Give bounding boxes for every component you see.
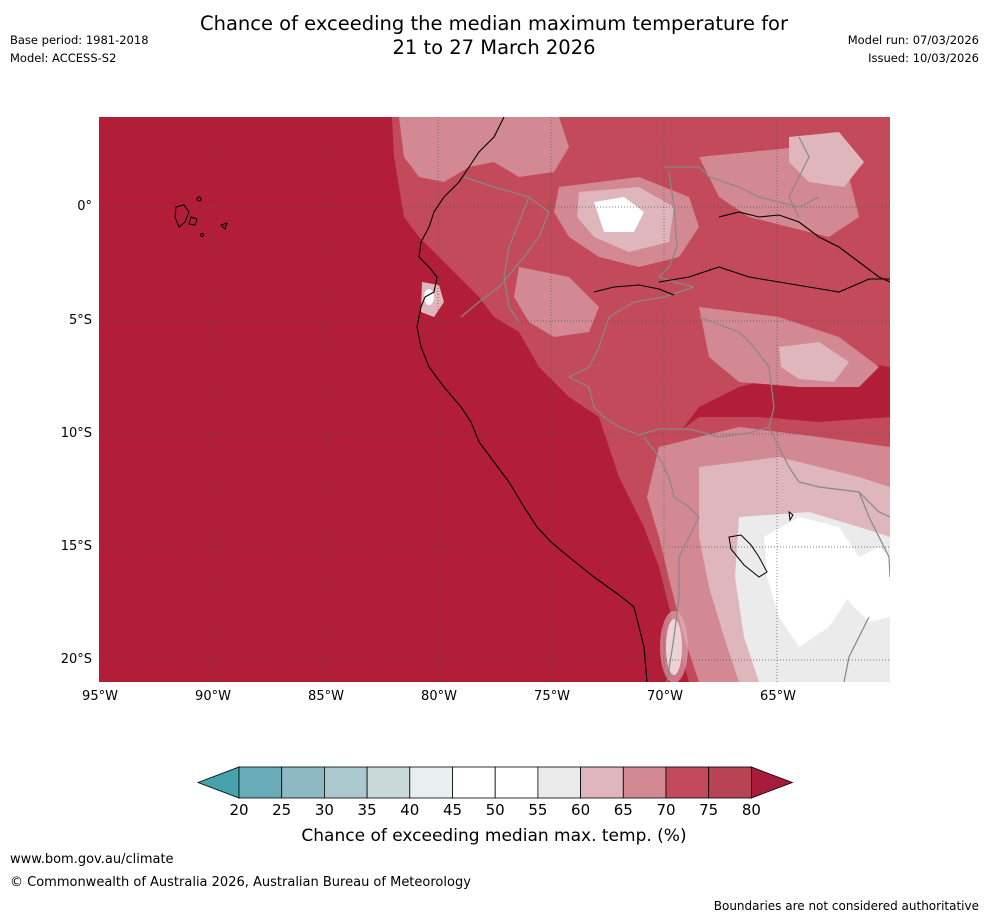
graticule bbox=[99, 117, 890, 682]
colour-bar-tick-label: 30 bbox=[314, 801, 334, 819]
zone-50-55-c bbox=[594, 197, 644, 232]
lon-label-95w: 95°W bbox=[82, 689, 118, 704]
lat-label-5s: 5°S bbox=[68, 313, 92, 328]
lake-titicaca bbox=[728, 534, 768, 578]
chart-title: Chance of exceeding the median maximum t… bbox=[0, 12, 988, 60]
lon-label-75w: 75°W bbox=[534, 689, 570, 704]
model-name: Model: ACCESS-S2 bbox=[10, 51, 117, 65]
lon-label-90w: 90°W bbox=[195, 689, 231, 704]
title-line-1: Chance of exceeding the median maximum t… bbox=[199, 12, 789, 35]
colour-bar-segment bbox=[708, 766, 752, 799]
zone-60-65-f bbox=[660, 611, 688, 682]
probability-map bbox=[99, 117, 890, 682]
country-borders bbox=[460, 136, 890, 682]
colour-bar-tick-label: 35 bbox=[357, 801, 377, 819]
colour-bar-tick-label: 25 bbox=[272, 801, 292, 819]
colour-bar-tick-label: 60 bbox=[571, 801, 591, 819]
colour-bar-segment bbox=[580, 766, 624, 799]
colour-bar-segment bbox=[452, 766, 496, 799]
model-run: Model run: 07/03/2026 bbox=[847, 33, 979, 47]
colour-bar-segment bbox=[366, 766, 411, 799]
colour-bar-under-arrow bbox=[196, 766, 240, 799]
colour-bar bbox=[196, 766, 794, 799]
coastline bbox=[416, 117, 890, 682]
copyright-text: © Commonwealth of Australia 2026, Austra… bbox=[10, 875, 471, 890]
colour-bar-tick-label: 65 bbox=[613, 801, 633, 819]
colour-bar-title: Chance of exceeding median max. temp. (%… bbox=[301, 826, 687, 846]
colour-bar-segment bbox=[238, 766, 283, 799]
lon-label-65w: 65°W bbox=[760, 689, 796, 704]
lon-label-85w: 85°W bbox=[308, 689, 344, 704]
lat-label-0: 0° bbox=[77, 199, 92, 214]
lat-label-10s: 10°S bbox=[60, 426, 92, 441]
boundary-disclaimer: Boundaries are not considered authoritat… bbox=[713, 899, 979, 913]
issued-date: Issued: 10/03/2026 bbox=[868, 51, 979, 65]
colour-bar-tick-label: 20 bbox=[229, 801, 249, 819]
lon-label-80w: 80°W bbox=[421, 689, 457, 704]
colour-bar-segment bbox=[665, 766, 710, 799]
colour-bar-tick-label: 55 bbox=[528, 801, 548, 819]
colour-bar-segment bbox=[281, 766, 325, 799]
colour-bar-tick-label: 45 bbox=[442, 801, 463, 819]
colour-bar-over-arrow bbox=[751, 766, 794, 799]
zone-65-70-a bbox=[399, 117, 569, 182]
base-period: Base period: 1981-2018 bbox=[10, 33, 149, 47]
colour-bar-segment bbox=[494, 766, 539, 799]
colour-bar-segment bbox=[622, 766, 667, 799]
lon-label-70w: 70°W bbox=[647, 689, 683, 704]
galapagos-islands bbox=[174, 196, 228, 237]
colour-bar-tick-label: 70 bbox=[656, 801, 676, 819]
zone-60-65-b bbox=[789, 132, 864, 187]
meta-left: Base period: 1981-2018 Model: ACCESS-S2 bbox=[10, 31, 149, 67]
zone-50-55-b bbox=[839, 547, 890, 622]
colour-bar-tick-label: 80 bbox=[741, 801, 761, 819]
lat-label-15s: 15°S bbox=[60, 539, 92, 554]
colour-bar-tick-label: 40 bbox=[400, 801, 420, 819]
website-link[interactable]: www.bom.gov.au/climate bbox=[10, 852, 174, 867]
colour-bar-segment bbox=[323, 766, 368, 799]
colour-bar-tick-label: 75 bbox=[699, 801, 719, 819]
meta-right: Model run: 07/03/2026 Issued: 10/03/2026 bbox=[848, 31, 979, 67]
colour-bar-segment bbox=[537, 766, 581, 799]
colour-bar-tick-label: 50 bbox=[485, 801, 505, 819]
title-line-2: 21 to 27 March 2026 bbox=[392, 36, 596, 59]
zone-60-65-c bbox=[779, 342, 849, 382]
lat-label-20s: 20°S bbox=[60, 652, 92, 667]
zone-50-55-a bbox=[764, 517, 859, 647]
lake-poopo bbox=[788, 510, 794, 522]
colour-bar-segment bbox=[409, 766, 453, 799]
zone-65-70-d bbox=[514, 267, 599, 337]
